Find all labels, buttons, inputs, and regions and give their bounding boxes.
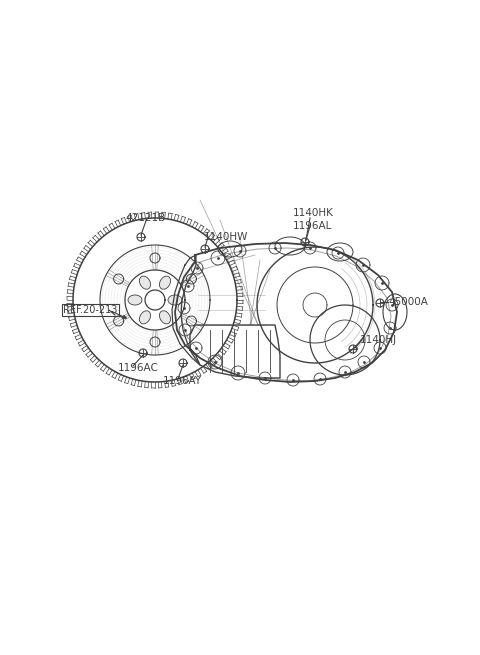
- Ellipse shape: [159, 310, 170, 324]
- Text: 1196AC: 1196AC: [118, 363, 159, 373]
- Ellipse shape: [139, 310, 151, 324]
- Text: 45000A: 45000A: [388, 297, 428, 307]
- Ellipse shape: [159, 276, 170, 290]
- Ellipse shape: [168, 295, 182, 305]
- Ellipse shape: [139, 276, 151, 290]
- Text: 1196AL: 1196AL: [293, 221, 332, 231]
- Text: 42121B: 42121B: [125, 213, 165, 223]
- Text: 1140HW: 1140HW: [204, 232, 248, 242]
- Ellipse shape: [128, 295, 142, 305]
- Text: REF.20-213: REF.20-213: [63, 305, 118, 315]
- Text: 1140HJ: 1140HJ: [360, 335, 397, 345]
- Text: 1140HK: 1140HK: [293, 208, 334, 218]
- Text: 1196AY: 1196AY: [163, 376, 202, 386]
